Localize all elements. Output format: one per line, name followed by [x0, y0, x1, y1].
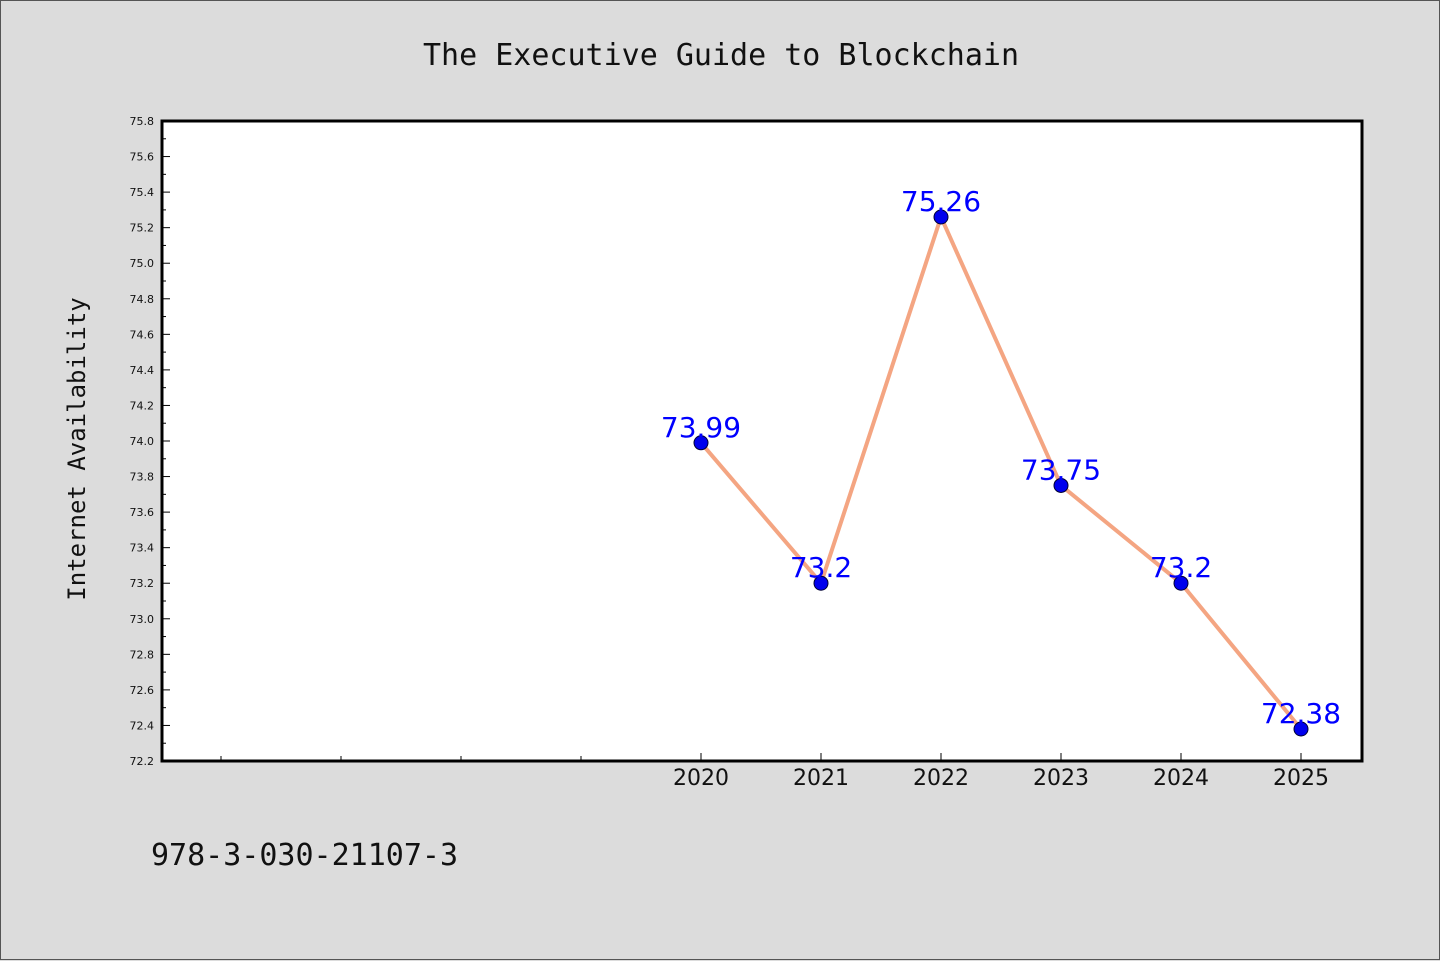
y-tick-label: 74.0 — [130, 435, 155, 448]
y-tick-label: 73.8 — [130, 471, 155, 484]
y-tick-label: 74.4 — [130, 364, 155, 377]
x-tick-label: 2020 — [673, 766, 729, 791]
y-tick-label: 74.8 — [130, 293, 155, 306]
data-point — [1293, 721, 1309, 737]
data-point — [693, 435, 709, 451]
x-tick-label: 2021 — [793, 766, 849, 791]
y-tick-label: 74.6 — [130, 328, 155, 341]
data-point — [813, 575, 829, 591]
x-axis: 2020 2021 2022 2023 2024 2025 — [220, 753, 1329, 791]
data-label: 73.99 — [661, 411, 741, 444]
y-tick-label: 75.8 — [130, 115, 155, 128]
plot-area — [160, 119, 1364, 763]
x-tick-label: 2024 — [1153, 766, 1209, 791]
data-label: 75.26 — [901, 185, 981, 218]
y-tick-label: 73.4 — [130, 542, 155, 555]
data-point — [1053, 477, 1069, 493]
y-tick-label: 72.4 — [130, 719, 155, 732]
y-tick-label: 72.8 — [130, 648, 155, 661]
data-point — [933, 209, 949, 225]
x-tick-label: 2023 — [1033, 766, 1089, 791]
x-tick-label: 2022 — [913, 766, 969, 791]
data-label: 73.75 — [1021, 453, 1101, 486]
series-line — [699, 215, 1303, 731]
data-point — [1173, 575, 1189, 591]
isbn-text: 978-3-030-21107-3 — [151, 838, 458, 873]
y-tick-label: 73.6 — [130, 506, 155, 519]
series-group: 73.99 73.2 75.26 73.75 73.2 72.38 — [661, 185, 1341, 737]
y-axis: 72.2 72.4 72.6 72.8 73.0 73.2 73.4 73.6 73.8 74.0… — [130, 115, 170, 768]
y-tick-label: 74.2 — [130, 399, 155, 412]
y-tick-label: 73.0 — [130, 613, 155, 626]
x-tick-label: 2025 — [1273, 766, 1329, 791]
y-tick-label: 73.2 — [130, 577, 155, 590]
y-tick-label: 75.4 — [130, 186, 155, 199]
data-label: 73.2 — [790, 551, 852, 584]
y-axis-label: Internet Availability — [63, 297, 91, 600]
y-tick-label: 75.2 — [130, 222, 155, 235]
y-tick-label: 72.2 — [130, 755, 155, 768]
data-label: 72.38 — [1261, 697, 1341, 730]
y-tick-label: 75.6 — [130, 151, 155, 164]
y-tick-label: 72.6 — [130, 684, 155, 697]
data-label: 73.2 — [1150, 551, 1212, 584]
chart-title: The Executive Guide to Blockchain — [423, 38, 1019, 73]
y-tick-label: 75.0 — [130, 257, 155, 270]
